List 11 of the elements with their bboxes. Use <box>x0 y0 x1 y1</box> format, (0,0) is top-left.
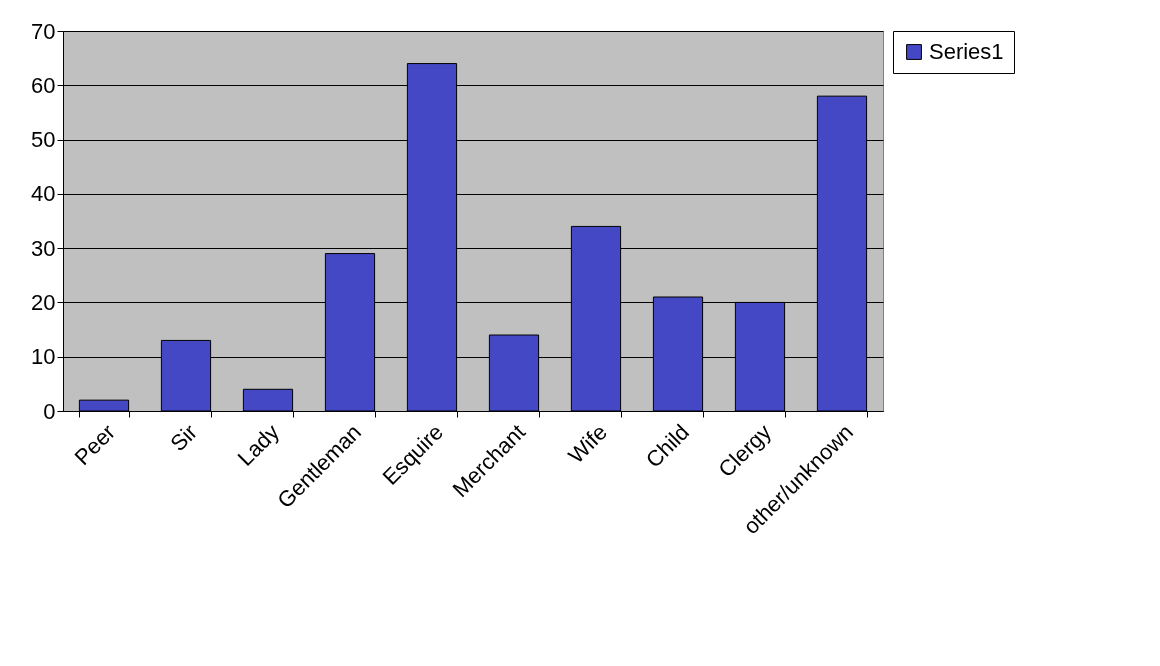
y-tick-label: 60 <box>31 72 56 98</box>
legend-label: Series1 <box>929 39 1004 64</box>
x-tick-label: Wife <box>563 419 613 469</box>
y-tick-label: 50 <box>31 127 56 153</box>
y-tick-label: 70 <box>31 18 56 44</box>
y-tick-label: 0 <box>43 398 56 424</box>
y-tick-label: 20 <box>31 289 56 315</box>
x-tick-label: Sir <box>165 419 203 457</box>
y-tick-label: 10 <box>31 344 56 370</box>
y-tick-label: 30 <box>31 235 56 261</box>
y-tick-label: 40 <box>31 181 56 207</box>
